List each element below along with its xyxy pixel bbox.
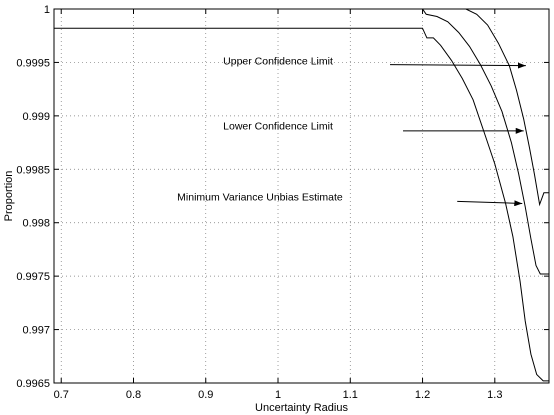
- y-axis-label: Proportion: [3, 171, 15, 222]
- series-line-1: [54, 9, 549, 207]
- plot-frame: [53, 8, 550, 384]
- x-tick-label: 1.1: [343, 389, 358, 401]
- annotations: Upper Confidence Limit Lower Confidence L…: [177, 56, 526, 207]
- annotation-label: Minimum Variance Unbias Estimate: [177, 191, 343, 203]
- series-line-2: [422, 9, 549, 275]
- y-tick-label: 0.999: [22, 111, 50, 123]
- y-tick-label: 0.998: [22, 218, 50, 230]
- annotation-label: Upper Confidence Limit: [223, 56, 333, 68]
- x-tick-label: 1.3: [487, 389, 502, 401]
- series-line-3: [54, 27, 549, 382]
- y-tick-label: 0.997: [22, 325, 50, 337]
- annotation-arrow: [390, 62, 526, 69]
- x-axis-label: Uncertainty Radius: [255, 402, 348, 414]
- ticks: 0.7 0.8 0.9 1 1.1 1.2 1.3 0.9965 0.997 0.9975 0.99…: [16, 4, 549, 401]
- y-tick-label: 0.9965: [16, 378, 50, 390]
- y-tick-label: 1: [44, 4, 50, 16]
- x-tick-label: 1: [275, 389, 281, 401]
- annotation-label: Lower Confidence Limit: [223, 121, 333, 133]
- y-tick-label: 0.9995: [16, 57, 50, 69]
- y-tick-label: 0.9985: [16, 164, 50, 176]
- x-tick-label: 0.7: [54, 389, 69, 401]
- x-tick-label: 0.8: [126, 389, 141, 401]
- x-tick-label: 0.9: [198, 389, 213, 401]
- x-tick-label: 1.2: [415, 389, 430, 401]
- annotation-arrow: [457, 200, 523, 207]
- series-layer: [54, 9, 549, 382]
- y-tick-label: 0.9975: [16, 271, 50, 283]
